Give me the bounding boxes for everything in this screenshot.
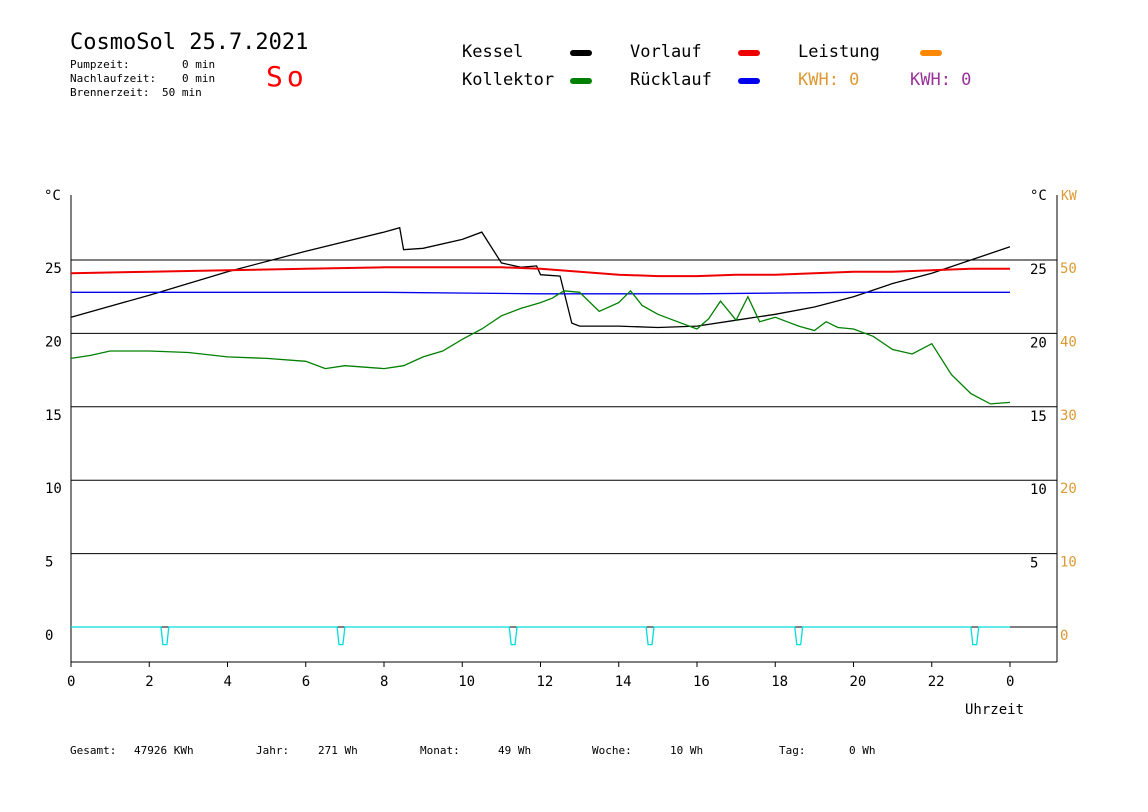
series-kollektor	[70, 289, 1011, 405]
stat-nachlaufzeit-label: Nachlaufzeit:	[70, 72, 157, 85]
x-tick-label: 22	[928, 674, 945, 690]
y-tick-label-right: 15	[1030, 409, 1047, 425]
weekday-label: So	[266, 60, 308, 93]
y2-tick-label: 20	[1060, 481, 1077, 497]
footer-gesamt-value: 47926 KWh	[134, 744, 194, 757]
x-tick-label: 16	[693, 674, 710, 690]
y-tick-label-left: 25	[45, 261, 62, 277]
stat-nachlaufzeit-value: 0 min	[182, 72, 216, 85]
x-tick-label: 14	[615, 674, 632, 690]
x-tick-label: 12	[537, 674, 554, 690]
stat-pumpzeit-value: 0 min	[182, 58, 216, 71]
y-tick-label-right: 20	[1030, 335, 1047, 351]
footer-jahr-value: 271 Wh	[318, 744, 358, 757]
legend-vorlauf-label: Vorlauf	[630, 42, 702, 62]
x-tick-label: 6	[302, 674, 310, 690]
x-tick-label: 2	[145, 674, 153, 690]
y-tick-label-right: 10	[1030, 482, 1047, 498]
x-tick-label: 10	[458, 674, 475, 690]
legend-leistung-label: Leistung	[798, 42, 880, 62]
x-tick-label: 8	[380, 674, 388, 690]
y-tick-label-right: 25	[1030, 262, 1047, 278]
series-leistung	[71, 626, 1010, 646]
x-tick-label: 20	[850, 674, 867, 690]
footer-monat-label: Monat:	[420, 744, 460, 757]
legend-ruecklauf-swatch	[738, 78, 760, 84]
x-axis-title: Uhrzeit	[965, 702, 1024, 718]
y2-tick-label: 0	[1060, 628, 1068, 644]
legend-vorlauf-swatch	[738, 50, 760, 56]
y2-tick-label: 50	[1060, 261, 1077, 277]
y-tick-label-left: 20	[45, 334, 62, 350]
y-axis-unit-left: °C	[44, 188, 61, 204]
series-kessel	[70, 226, 1011, 329]
y-tick-label-right: 5	[1030, 556, 1038, 572]
footer-tag-value: 0 Wh	[849, 744, 876, 757]
footer-gesamt-label: Gesamt:	[70, 744, 117, 757]
y2-tick-label: 10	[1060, 555, 1077, 571]
stat-brennerzeit-label: Brennerzeit:	[70, 86, 150, 99]
legend-kessel-swatch	[570, 50, 592, 56]
legend-kollektor-swatch	[570, 78, 592, 84]
legend-kessel-label: Kessel	[462, 42, 524, 62]
stat-brennerzeit-value: 50 min	[162, 86, 202, 99]
y-tick-label-left: 5	[45, 555, 53, 571]
footer-woche-label: Woche:	[592, 744, 632, 757]
legend-leistung-swatch	[920, 50, 942, 56]
legend-ruecklauf-label: Rücklauf	[630, 70, 712, 90]
footer-tag-label: Tag:	[779, 744, 806, 757]
legend-kwh2: KWH: 0	[910, 70, 972, 90]
x-tick-label: 4	[224, 674, 232, 690]
y-tick-label-left: 0	[45, 628, 53, 644]
footer-jahr-label: Jahr:	[256, 744, 290, 757]
y-tick-label-left: 10	[45, 481, 62, 497]
y2-tick-label: 40	[1060, 334, 1077, 350]
y-tick-label-left: 15	[45, 408, 62, 424]
stat-pumpzeit-label: Pumpzeit:	[70, 58, 130, 71]
y-axis-unit-right: °C	[1030, 188, 1047, 204]
legend-kollektor-label: Kollektor	[462, 70, 555, 90]
series-rcklauf	[71, 291, 1010, 295]
footer-woche-value: 10 Wh	[670, 744, 704, 757]
series-vorlauf	[70, 266, 1010, 278]
y2-tick-label: 30	[1060, 408, 1077, 424]
x-tick-label: 0	[1006, 674, 1014, 690]
y2-axis-unit: KW	[1061, 189, 1077, 204]
footer-monat-value: 49 Wh	[498, 744, 532, 757]
page-title: CosmoSol 25.7.2021	[70, 30, 309, 55]
legend-kwh1: KWH: 0	[798, 70, 860, 90]
x-tick-label: 18	[771, 674, 788, 690]
x-tick-label: 0	[67, 674, 75, 690]
